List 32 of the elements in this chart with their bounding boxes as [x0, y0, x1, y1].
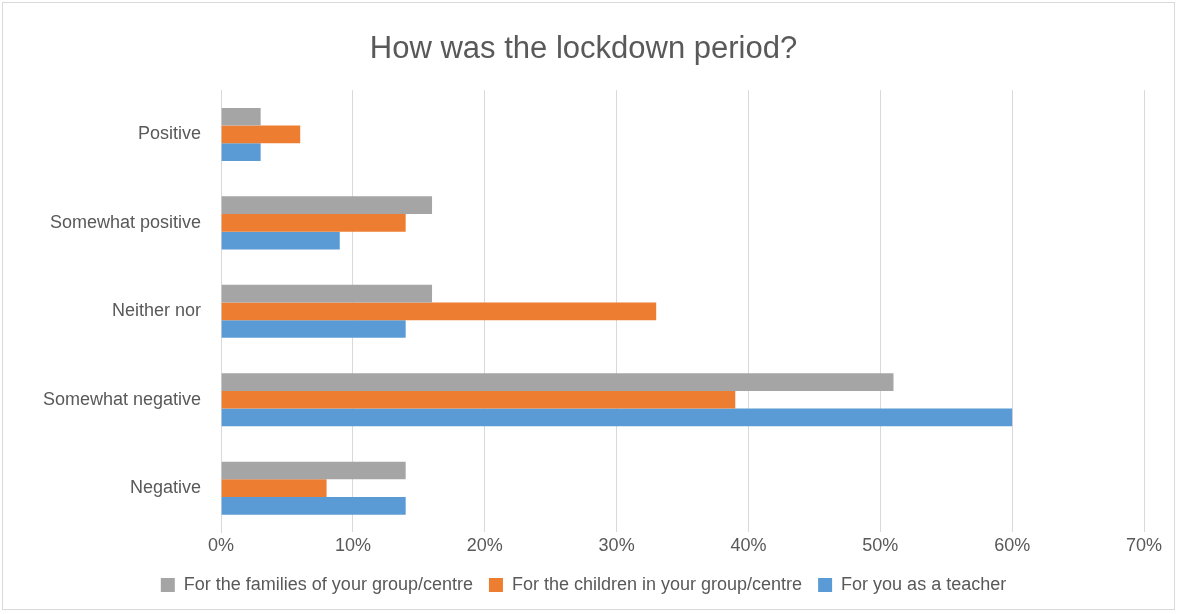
legend-label: For you as a teacher [841, 573, 1007, 594]
y-tick-label: Positive [138, 123, 202, 144]
bar [221, 373, 894, 391]
x-tick-label: 20% [466, 535, 503, 556]
bar [221, 196, 433, 215]
bar [221, 461, 406, 480]
bar [221, 302, 657, 321]
x-tick-label: 0% [208, 535, 235, 556]
x-tick-label: 70% [1125, 535, 1163, 556]
y-tick-label: Neither nor [112, 300, 202, 321]
bar [221, 214, 406, 232]
legend-label: For the families of your group/centre [183, 573, 473, 594]
x-tick-label: 50% [862, 535, 899, 556]
bar [221, 408, 1013, 427]
x-tick-label: 40% [730, 535, 767, 556]
bar [221, 231, 340, 250]
y-tick-label: Somewhat positive [50, 211, 202, 232]
y-tick-label: Somewhat negative [42, 388, 202, 409]
bar [221, 320, 406, 338]
x-tick-label: 30% [598, 535, 635, 556]
bar [221, 125, 301, 144]
bar [221, 479, 327, 498]
chart-title: How was the lockdown period? [369, 30, 798, 66]
y-tick-label: Negative [130, 477, 202, 498]
bar [221, 143, 261, 161]
bar [221, 497, 406, 515]
bar [221, 390, 736, 409]
legend-label: For the children in your group/centre [511, 573, 803, 594]
bar [221, 284, 433, 303]
x-tick-label: 60% [994, 535, 1031, 556]
bar [221, 107, 261, 126]
x-tick-label: 10% [334, 535, 371, 556]
